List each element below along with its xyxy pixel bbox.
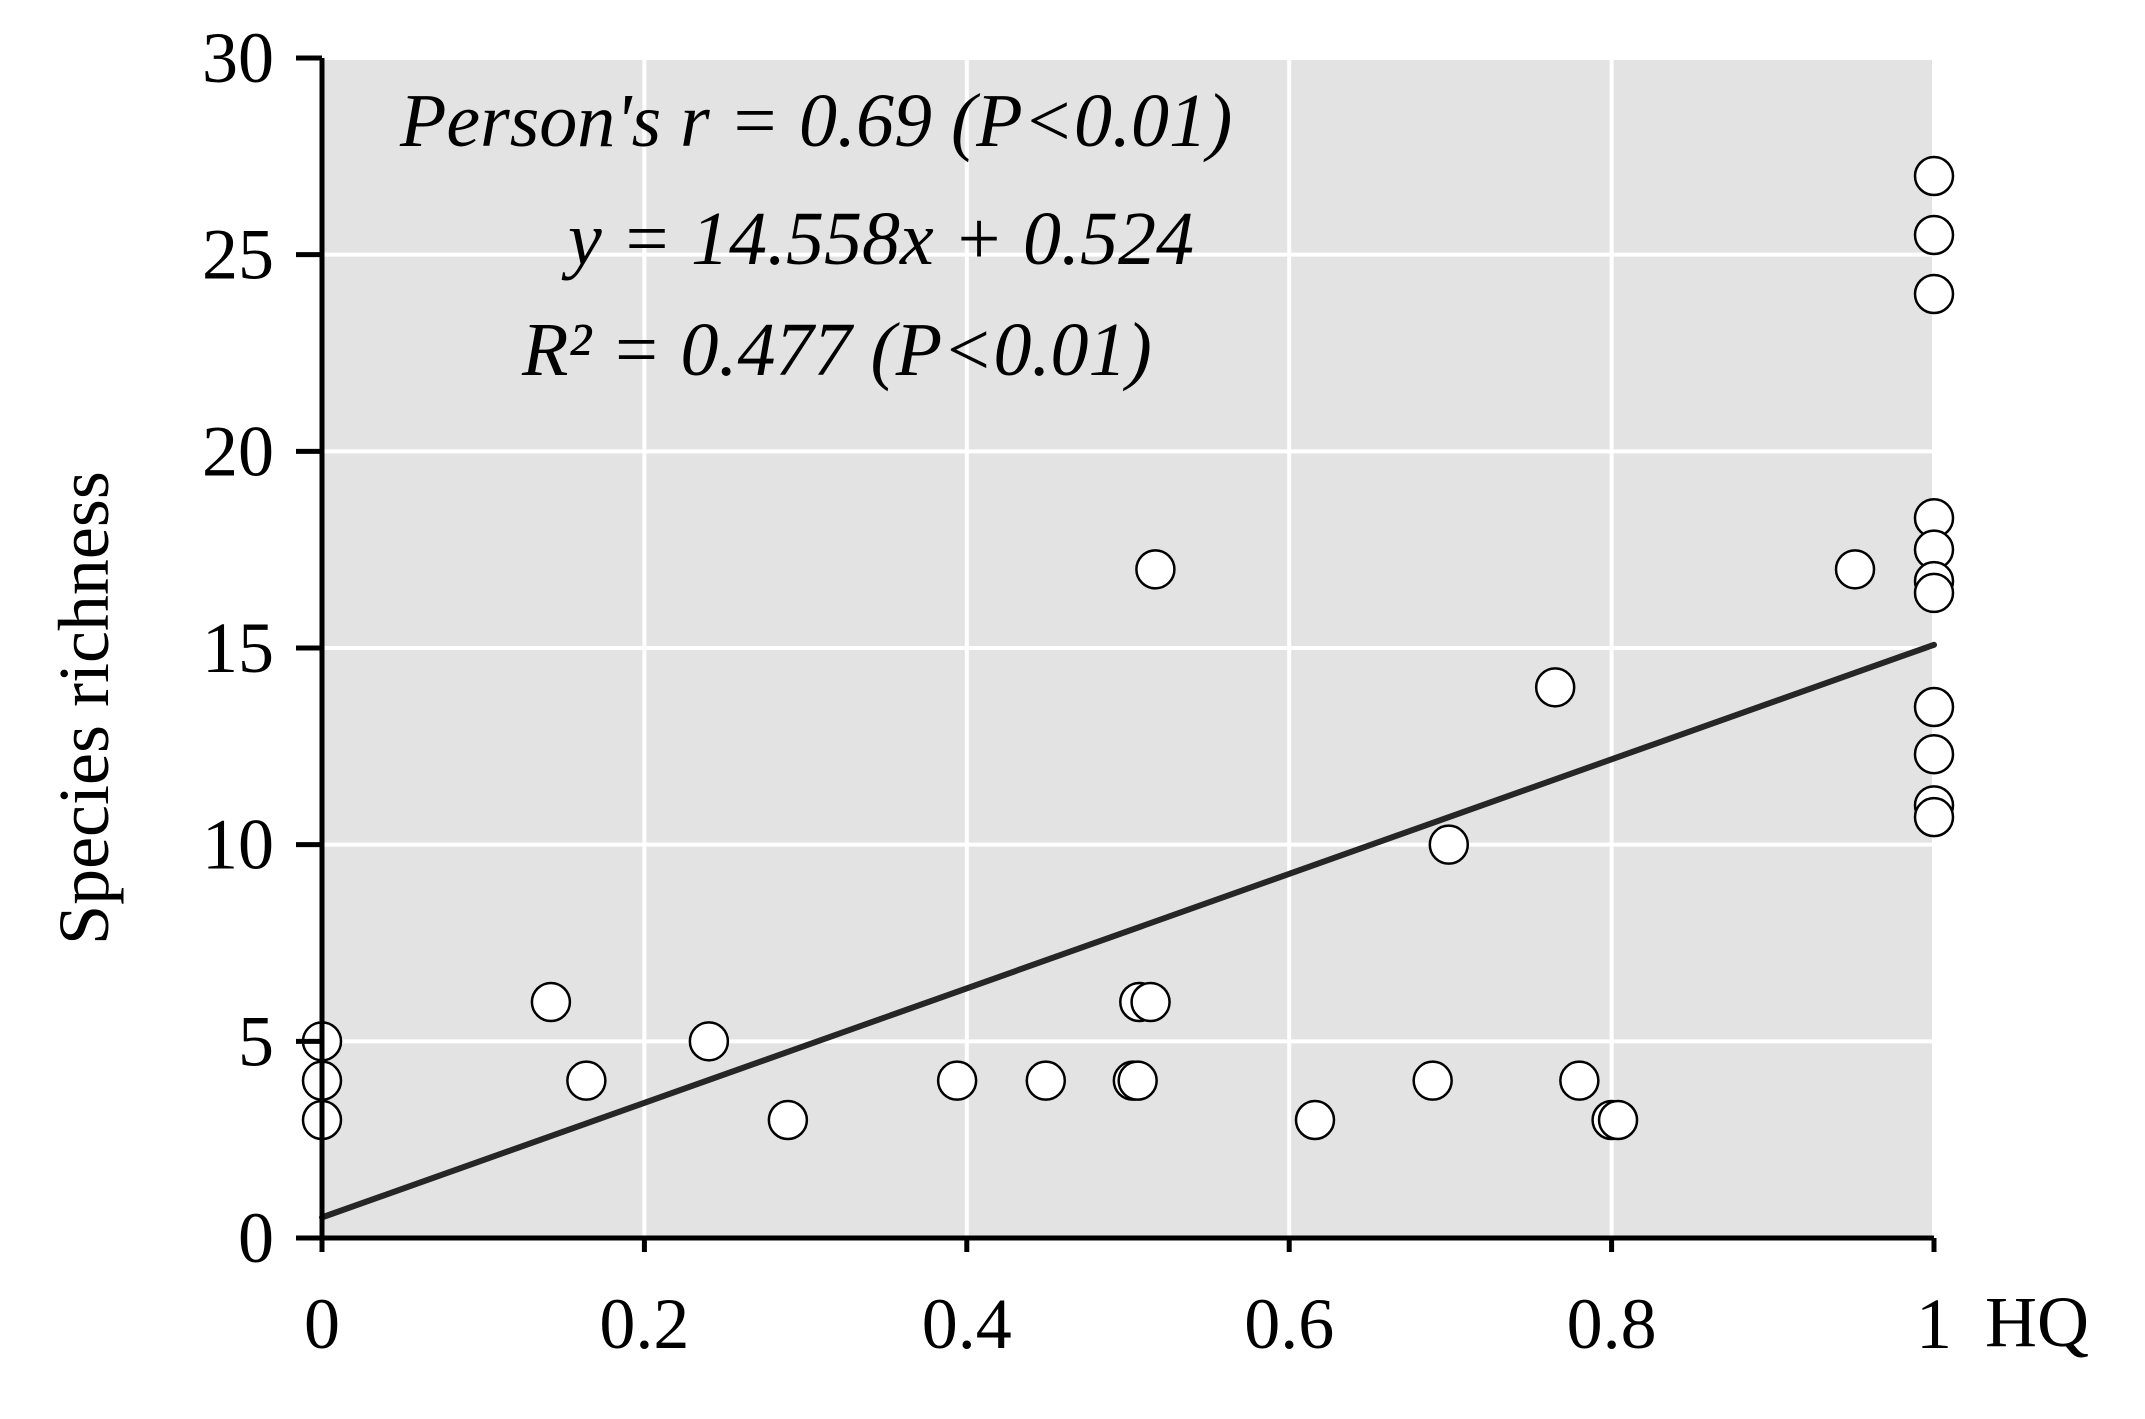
y-tick-label: 10 bbox=[202, 805, 274, 885]
y-tick-label: 5 bbox=[238, 1001, 274, 1081]
data-point bbox=[1913, 572, 1955, 614]
y-tick-label: 15 bbox=[202, 608, 274, 688]
y-tick-label: 25 bbox=[202, 215, 274, 295]
x-tick-label: 1 bbox=[1916, 1284, 1952, 1364]
x-axis-label: HQ bbox=[1985, 1282, 2089, 1362]
x-tick-label: 0.8 bbox=[1567, 1284, 1657, 1364]
x-tick-label: 0.6 bbox=[1244, 1284, 1334, 1364]
data-point bbox=[1913, 155, 1955, 197]
y-axis-label: Species richness bbox=[44, 471, 124, 945]
data-point bbox=[1913, 686, 1955, 728]
data-point bbox=[688, 1021, 730, 1062]
annotation-r-squared: R² = 0.477 (P<0.01) bbox=[521, 308, 1152, 392]
data-point bbox=[1913, 796, 1955, 838]
data-point bbox=[1913, 273, 1955, 315]
data-point bbox=[1294, 1099, 1336, 1141]
gridlines bbox=[322, 56, 1936, 1238]
data-point bbox=[1834, 549, 1876, 590]
data-point bbox=[1534, 667, 1576, 708]
data-point bbox=[1913, 733, 1955, 775]
data-point bbox=[1130, 981, 1171, 1023]
y-tick-label: 30 bbox=[202, 18, 274, 98]
annotation-equation: y = 14.558x + 0.524 bbox=[561, 197, 1194, 281]
data-point bbox=[1559, 1060, 1600, 1101]
data-point bbox=[767, 1099, 809, 1141]
data-point bbox=[1428, 824, 1470, 865]
trendline-group bbox=[319, 641, 1937, 1221]
x-tick-label: 0 bbox=[304, 1284, 340, 1364]
y-tick-labels: 0 5 10 15 20 25 30 bbox=[202, 18, 274, 1278]
y-tick-label: 20 bbox=[202, 411, 274, 491]
data-points bbox=[301, 155, 1955, 1141]
data-point bbox=[1913, 214, 1955, 256]
x-tick-label: 0.2 bbox=[599, 1284, 689, 1364]
data-point bbox=[1025, 1060, 1067, 1101]
data-point bbox=[530, 981, 572, 1023]
annotation-pearson: Person's r = 0.69 (P<0.01) bbox=[399, 79, 1232, 163]
data-point bbox=[566, 1060, 607, 1101]
data-point bbox=[936, 1060, 978, 1101]
axes bbox=[296, 55, 1937, 1252]
data-point bbox=[1597, 1099, 1639, 1141]
data-point bbox=[1117, 1060, 1158, 1101]
x-tick-labels: 0 0.2 0.4 0.6 0.8 1 bbox=[304, 1284, 1952, 1364]
y-tick-label: 0 bbox=[238, 1198, 274, 1278]
x-tick-label: 0.4 bbox=[922, 1284, 1012, 1364]
trendline bbox=[319, 641, 1937, 1221]
data-point bbox=[1412, 1060, 1453, 1101]
data-point bbox=[1135, 549, 1176, 590]
